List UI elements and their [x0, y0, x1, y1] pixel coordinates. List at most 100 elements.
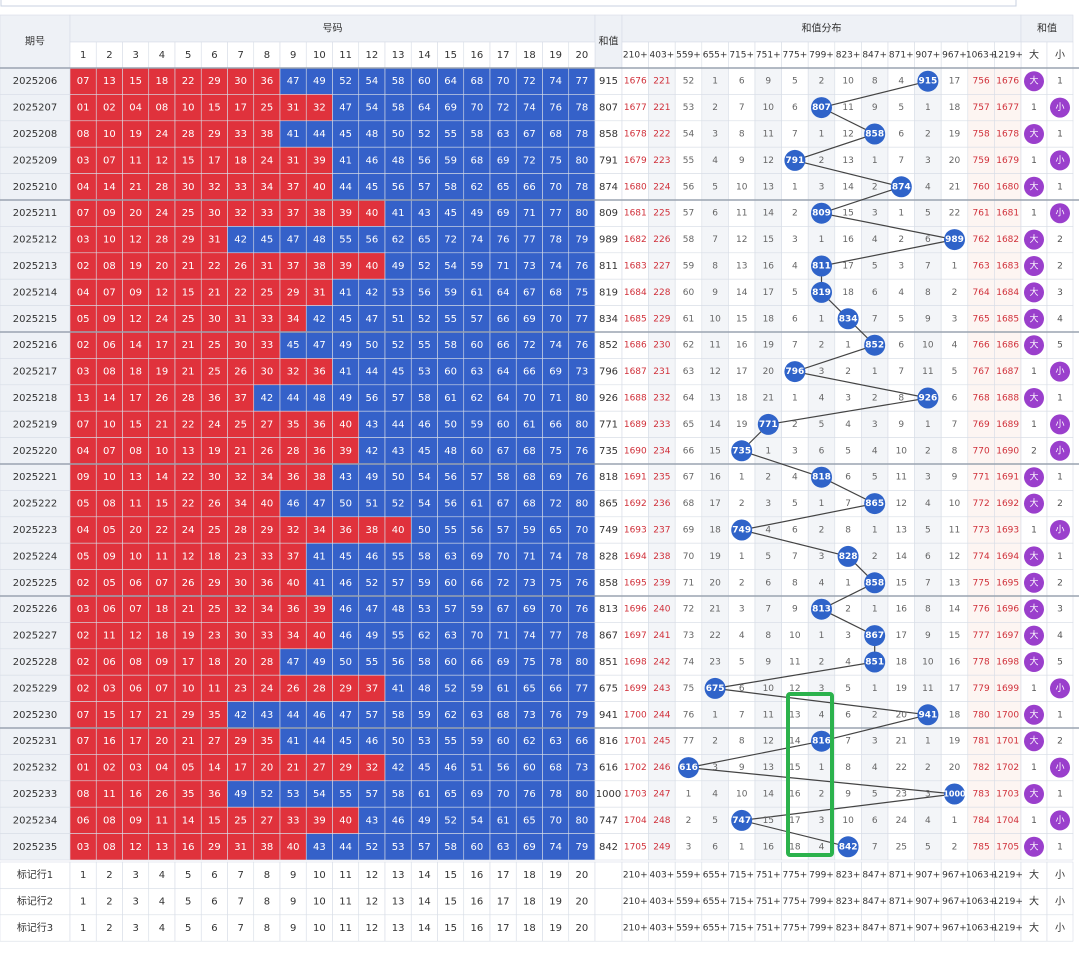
drawn-number: 78 [549, 235, 562, 246]
footer-distribution: 559+ [676, 871, 701, 881]
drawn-number: 21 [156, 419, 169, 430]
distribution-value: 18 [789, 842, 801, 852]
drawn-number: 04 [77, 446, 90, 457]
distribution-value: 13 [949, 578, 960, 588]
cell [148, 226, 176, 254]
drawn-number: 69 [444, 103, 457, 114]
drawn-number: 46 [339, 631, 352, 642]
drawn-number: 31 [313, 287, 326, 298]
footer-distribution: 403+ [650, 871, 675, 881]
distribution-value: 779 [973, 684, 990, 694]
drawn-number: 66 [576, 736, 589, 747]
sum-hit: 865 [865, 499, 884, 509]
drawn-number: 54 [313, 789, 326, 800]
size-omission: 1 [1031, 209, 1037, 219]
drawn-number: 10 [103, 129, 116, 140]
size-omission: 1 [1031, 367, 1037, 377]
drawn-number: 41 [339, 287, 352, 298]
drawn-number: 26 [234, 367, 247, 378]
drawn-number: 30 [234, 631, 247, 642]
drawn-number: 18 [129, 367, 142, 378]
distribution-value: 3 [739, 605, 745, 615]
drawn-number: 62 [418, 631, 431, 642]
drawn-number: 08 [156, 103, 169, 114]
drawn-number: 10 [129, 551, 142, 562]
distribution-value: 2 [819, 77, 825, 87]
drawn-number: 09 [129, 287, 142, 298]
footer-number: 14 [418, 923, 431, 934]
distribution-value: 6 [765, 578, 771, 588]
drawn-number: 42 [261, 393, 274, 404]
footer-label: 标记行3 [17, 921, 53, 934]
drawn-number: 57 [444, 604, 457, 615]
drawn-number: 32 [313, 103, 326, 114]
drawn-number: 79 [576, 235, 589, 246]
footer-distribution: 751+ [756, 897, 781, 907]
distribution-value: 243 [653, 684, 670, 694]
drawn-number: 42 [234, 235, 247, 246]
drawn-number: 50 [339, 499, 352, 510]
cell [515, 41, 543, 69]
cell [834, 173, 862, 201]
footer-number: 12 [366, 923, 379, 934]
drawn-number: 14 [103, 182, 116, 193]
cell [568, 226, 596, 254]
cell [384, 94, 412, 122]
drawn-number: 50 [392, 736, 405, 747]
issue: 2025213 [13, 261, 58, 272]
cell [227, 94, 255, 122]
footer-distribution: 715+ [729, 871, 754, 881]
cell [807, 67, 836, 95]
drawn-number: 37 [366, 683, 379, 694]
distribution-value: 2 [739, 578, 745, 588]
sum-hit: 926 [919, 394, 938, 404]
distribution-value: 2 [792, 420, 798, 430]
drawn-number: 43 [392, 446, 405, 457]
distribution-value: 5 [792, 288, 798, 298]
drawn-number: 15 [208, 815, 221, 826]
distribution-value: 17 [763, 288, 774, 298]
drawn-number: 58 [418, 551, 431, 562]
cell [594, 94, 623, 122]
drawn-number: 11 [103, 789, 116, 800]
distribution-value: 61 [683, 314, 694, 324]
issue: 2025217 [13, 367, 58, 378]
distribution-value: 3 [792, 446, 798, 456]
drawn-number: 72 [444, 235, 457, 246]
issue: 2025207 [13, 103, 58, 114]
distribution-value: 7 [845, 499, 851, 509]
distribution-header: 715+ [729, 51, 754, 61]
drawn-number: 02 [77, 578, 90, 589]
drawn-number: 05 [103, 578, 116, 589]
distribution-value: 1682 [624, 235, 647, 245]
drawn-number: 29 [287, 287, 300, 298]
distribution-value: 784 [973, 816, 990, 826]
footer-number: 15 [444, 897, 457, 908]
cell [967, 67, 995, 95]
footer-distribution: 967+ [942, 924, 967, 934]
sum-hit: 819 [812, 288, 831, 298]
drawn-number: 66 [523, 367, 536, 378]
distribution-value: 13 [709, 394, 720, 404]
drawn-number: 40 [339, 419, 352, 430]
cell [542, 67, 570, 95]
drawn-number: 29 [261, 525, 274, 536]
distribution-value: 6 [712, 209, 718, 219]
distribution-value: 1697 [624, 631, 647, 641]
sum-hit: 809 [812, 209, 831, 219]
size-mark: 小 [1055, 445, 1064, 456]
distribution-value: 17 [842, 262, 853, 272]
distribution-value: 15 [842, 209, 853, 219]
distribution-value: 9 [925, 314, 931, 324]
drawn-number: 56 [418, 287, 431, 298]
drawn-number: 46 [366, 736, 379, 747]
drawn-number: 30 [234, 578, 247, 589]
drawn-number: 64 [418, 103, 431, 114]
distribution-value: 17 [736, 367, 747, 377]
drawn-number: 49 [313, 76, 326, 87]
footer-distribution: 847+ [862, 897, 887, 907]
distribution-value: 11 [763, 130, 774, 140]
drawn-number: 73 [523, 261, 536, 272]
drawn-number: 40 [287, 578, 300, 589]
drawn-number: 38 [366, 525, 379, 536]
